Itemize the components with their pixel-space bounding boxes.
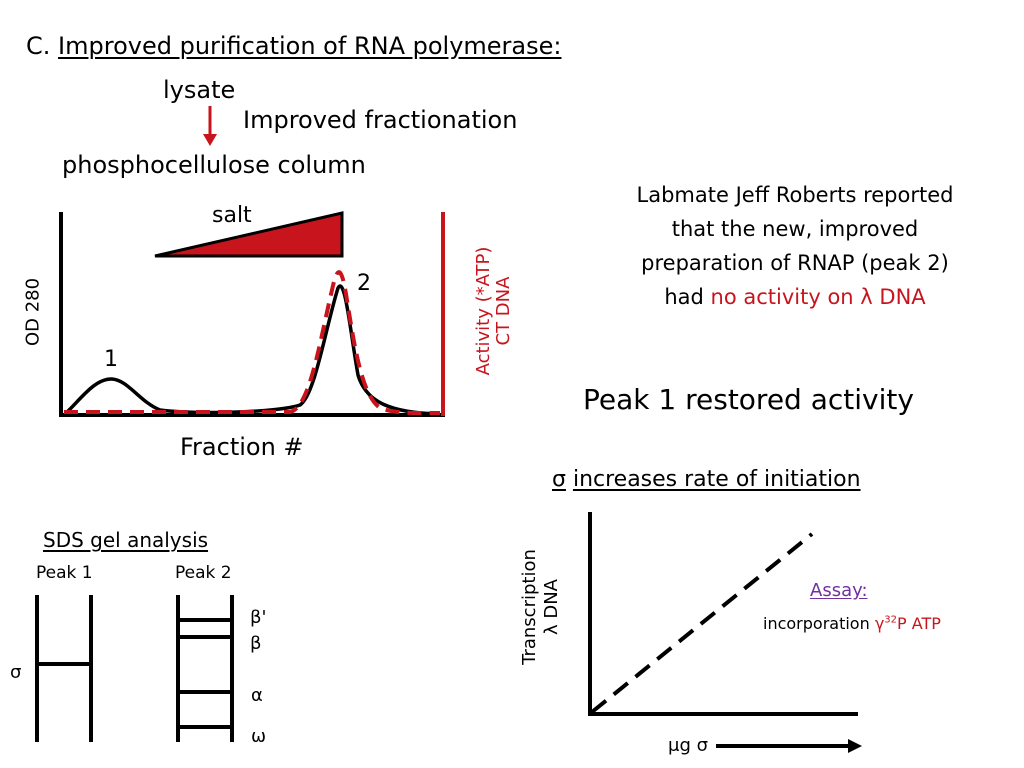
activity-axis-label: Activity (*ATP) CT DNA <box>473 246 514 376</box>
transcription-axis-line1: Transcription <box>519 549 540 665</box>
tx-dashed-trend <box>590 532 814 714</box>
activity-axis-line2: CT DNA <box>493 276 514 346</box>
alpha-band-label: α <box>251 685 263 706</box>
od280-axis-label: OD 280 <box>22 277 44 347</box>
gel-title: SDS gel analysis <box>43 528 209 552</box>
sigma-symbol: σ <box>552 467 566 492</box>
gel-lane1-label: Peak 1 <box>36 563 93 583</box>
incorporation-word: incorporation <box>763 614 870 633</box>
down-arrow-icon <box>203 106 217 146</box>
sigma-heading-text: increases rate of initiation <box>572 467 861 492</box>
beta-band-label: β <box>250 633 262 654</box>
phosphocellulose-label: phosphocellulose column <box>62 151 366 179</box>
report-red-text: no activity on λ DNA <box>710 285 926 309</box>
ug-sigma-axis-label: μg σ <box>668 735 709 756</box>
sigma-heading: σ increases rate of initiation <box>552 467 861 492</box>
right-arrow-icon <box>716 739 862 753</box>
beta-prime-band-label: β' <box>250 607 267 628</box>
salt-gradient-wedge <box>154 211 344 258</box>
slide-title: C. Improved purification of RNA polymera… <box>26 32 561 60</box>
transcription-axis-line2: λ DNA <box>541 579 562 636</box>
gamma-symbol: γ <box>874 614 885 633</box>
od280-trace <box>64 284 441 416</box>
peak1-restored-text: Peak 1 restored activity <box>583 383 914 416</box>
transcription-axis-label: Transcription λ DNA <box>519 549 563 665</box>
atp-text: P ATP <box>897 614 941 633</box>
activity-axis-line1: Activity (*ATP) <box>473 246 494 376</box>
assay-label: Assay: <box>810 580 868 601</box>
incorporation-text: incorporation γ32P ATP <box>763 614 941 633</box>
sigma-band-label: σ <box>10 662 22 683</box>
peak1-label: 1 <box>104 347 118 372</box>
salt-label: salt <box>212 203 252 228</box>
title-text: Improved purification of RNA polymerase: <box>58 32 562 60</box>
lysate-label: lysate <box>163 76 236 104</box>
report-text: Labmate Jeff Roberts reported that the n… <box>620 178 970 314</box>
omega-band-label: ω <box>251 726 267 747</box>
fraction-axis-label: Fraction # <box>180 433 304 461</box>
isotope-superscript: 32 <box>884 614 898 626</box>
peak2-label: 2 <box>357 271 371 296</box>
improved-fractionation-label: Improved fractionation <box>243 106 518 134</box>
activity-trace <box>64 270 441 416</box>
gel-lane2-label: Peak 2 <box>175 563 232 583</box>
title-prefix: C. <box>26 32 51 60</box>
report-black-text: Labmate Jeff Roberts reported that the n… <box>636 183 954 309</box>
